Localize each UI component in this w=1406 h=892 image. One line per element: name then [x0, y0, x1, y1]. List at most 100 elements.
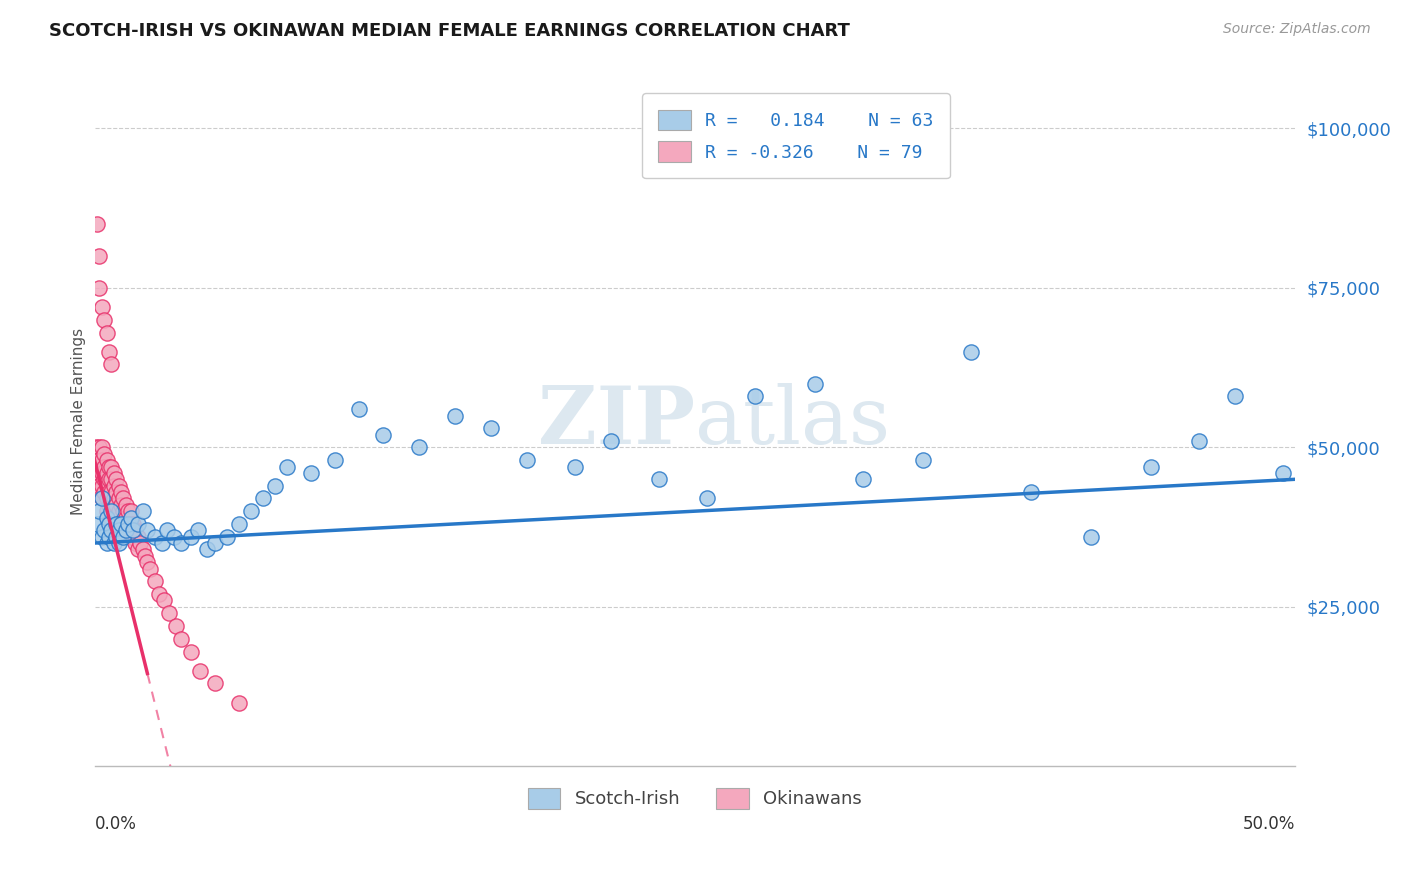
- Point: [93, 313, 115, 327]
- Y-axis label: Median Female Earnings: Median Female Earnings: [72, 328, 86, 516]
- Point: [516, 453, 538, 467]
- Point: [110, 516, 132, 531]
- Point: [96, 536, 118, 550]
- Point: [148, 587, 170, 601]
- Point: [112, 516, 135, 531]
- Point: [170, 632, 193, 646]
- Point: [157, 606, 180, 620]
- Text: 0.0%: 0.0%: [94, 814, 136, 832]
- Point: [479, 421, 502, 435]
- Point: [98, 498, 121, 512]
- Point: [90, 530, 112, 544]
- Point: [107, 516, 129, 531]
- Point: [86, 516, 108, 531]
- Point: [105, 516, 128, 531]
- Point: [323, 453, 346, 467]
- Point: [117, 516, 139, 531]
- Point: [1080, 530, 1102, 544]
- Point: [153, 593, 176, 607]
- Point: [197, 542, 219, 557]
- Point: [107, 478, 129, 492]
- Point: [100, 510, 122, 524]
- Point: [103, 466, 125, 480]
- Point: [98, 485, 121, 500]
- Point: [122, 524, 145, 538]
- Text: 50.0%: 50.0%: [1243, 814, 1295, 832]
- Point: [107, 504, 129, 518]
- Point: [100, 504, 122, 518]
- Point: [127, 516, 149, 531]
- Point: [86, 217, 108, 231]
- Point: [120, 530, 142, 544]
- Point: [96, 453, 118, 467]
- Point: [103, 491, 125, 506]
- Point: [215, 530, 238, 544]
- Point: [165, 619, 187, 633]
- Point: [89, 281, 111, 295]
- Point: [93, 447, 115, 461]
- Point: [150, 536, 173, 550]
- Point: [131, 542, 153, 557]
- Point: [188, 664, 211, 678]
- Point: [107, 491, 129, 506]
- Point: [86, 472, 108, 486]
- Point: [564, 459, 586, 474]
- Point: [371, 427, 394, 442]
- Point: [103, 536, 125, 550]
- Point: [114, 498, 136, 512]
- Point: [1140, 459, 1163, 474]
- Point: [112, 504, 135, 518]
- Text: SCOTCH-IRISH VS OKINAWAN MEDIAN FEMALE EARNINGS CORRELATION CHART: SCOTCH-IRISH VS OKINAWAN MEDIAN FEMALE E…: [49, 22, 851, 40]
- Point: [127, 542, 149, 557]
- Point: [110, 516, 132, 531]
- Point: [131, 504, 153, 518]
- Point: [100, 459, 122, 474]
- Point: [93, 459, 115, 474]
- Point: [114, 524, 136, 538]
- Point: [100, 524, 122, 538]
- Point: [90, 300, 112, 314]
- Point: [107, 524, 129, 538]
- Point: [105, 498, 128, 512]
- Point: [100, 498, 122, 512]
- Point: [696, 491, 718, 506]
- Point: [180, 644, 202, 658]
- Point: [1019, 485, 1042, 500]
- Point: [84, 441, 107, 455]
- Point: [110, 485, 132, 500]
- Point: [408, 441, 430, 455]
- Point: [100, 485, 122, 500]
- Point: [299, 466, 322, 480]
- Point: [129, 536, 152, 550]
- Point: [136, 555, 159, 569]
- Point: [1223, 389, 1246, 403]
- Point: [89, 453, 111, 467]
- Point: [98, 459, 121, 474]
- Point: [105, 530, 128, 544]
- Point: [804, 376, 827, 391]
- Point: [170, 536, 193, 550]
- Point: [96, 491, 118, 506]
- Point: [86, 459, 108, 474]
- Point: [89, 249, 111, 263]
- Point: [89, 441, 111, 455]
- Point: [347, 402, 370, 417]
- Point: [90, 441, 112, 455]
- Point: [96, 326, 118, 340]
- Point: [98, 344, 121, 359]
- Point: [105, 472, 128, 486]
- Point: [744, 389, 766, 403]
- Point: [107, 536, 129, 550]
- Point: [120, 504, 142, 518]
- Point: [105, 485, 128, 500]
- Point: [120, 516, 142, 531]
- Point: [110, 498, 132, 512]
- Point: [89, 504, 111, 518]
- Point: [443, 409, 465, 423]
- Point: [112, 530, 135, 544]
- Point: [228, 696, 250, 710]
- Point: [90, 453, 112, 467]
- Point: [122, 530, 145, 544]
- Point: [96, 478, 118, 492]
- Point: [112, 491, 135, 506]
